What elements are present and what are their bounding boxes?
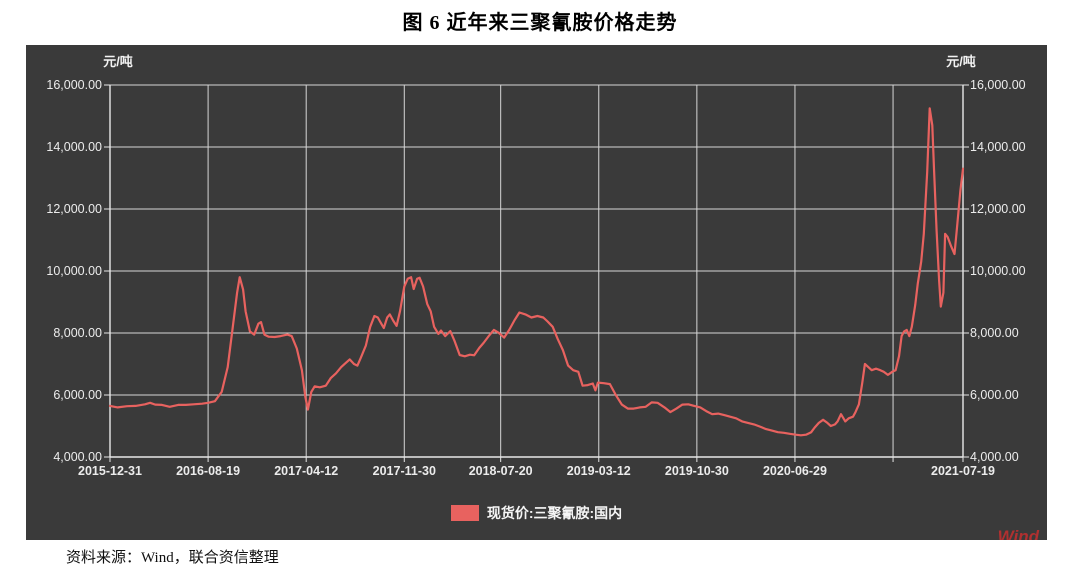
x-axis-tick-label: 2015-12-31 xyxy=(78,464,142,478)
y-axis-tick-label: 16,000.00 xyxy=(970,78,1026,92)
y-axis-tick-label: 4,000.00 xyxy=(970,450,1019,464)
y-axis-unit-left: 元/吨 xyxy=(103,54,133,69)
x-axis-tick-label: 2020-06-29 xyxy=(762,464,827,478)
x-axis-tick-label: 2019-03-12 xyxy=(566,464,631,478)
chart-panel: 元/吨 元/吨 16,000.00 14,000.00 12,000.00 10,00… xyxy=(26,45,1047,540)
y-axis-tick-label: 8,000.00 xyxy=(970,326,1019,340)
y-axis-tick-label: 14,000.00 xyxy=(46,140,102,154)
legend-swatch xyxy=(450,505,479,521)
y-axis-tick-label: 10,000.00 xyxy=(970,264,1026,278)
y-axis-tick-label: 16,000.00 xyxy=(46,78,102,92)
y-axis-tick-label: 12,000.00 xyxy=(46,202,102,216)
legend-label: 现货价:三聚氰胺:国内 xyxy=(486,505,623,521)
price-line-chart xyxy=(104,84,969,462)
y-axis-tick-label: 6,000.00 xyxy=(53,388,102,402)
price-series-line xyxy=(108,107,965,437)
y-axis-tick-label: 4,000.00 xyxy=(53,450,102,464)
y-axis-tick-label: 14,000.00 xyxy=(970,140,1026,154)
x-axis-tick-label: 2018-07-20 xyxy=(468,464,533,478)
y-axis-tick-label: 6,000.00 xyxy=(970,388,1019,402)
y-axis-unit-right: 元/吨 xyxy=(946,54,976,69)
figure-title: 图 6 近年来三聚氰胺价格走势 xyxy=(402,12,678,34)
x-axis-tick-label: 2017-11-30 xyxy=(372,464,436,478)
x-axis-tick-label: 2021-07-19 xyxy=(931,464,995,478)
y-axis-tick-label: 12,000.00 xyxy=(970,202,1026,216)
chart-legend: 现货价:三聚氰胺:国内 xyxy=(26,503,1047,523)
y-axis-tick-label: 10,000.00 xyxy=(46,264,102,278)
x-axis-tick-label: 2019-10-30 xyxy=(664,464,729,478)
data-source-note: 资料来源：Wind，联合资信整理 xyxy=(66,550,279,566)
x-axis-tick-label: 2017-04-12 xyxy=(274,464,339,478)
x-axis-tick-label: 2016-08-19 xyxy=(176,464,241,478)
wind-watermark: Wind xyxy=(997,527,1039,540)
y-axis-tick-label: 8,000.00 xyxy=(53,326,102,340)
